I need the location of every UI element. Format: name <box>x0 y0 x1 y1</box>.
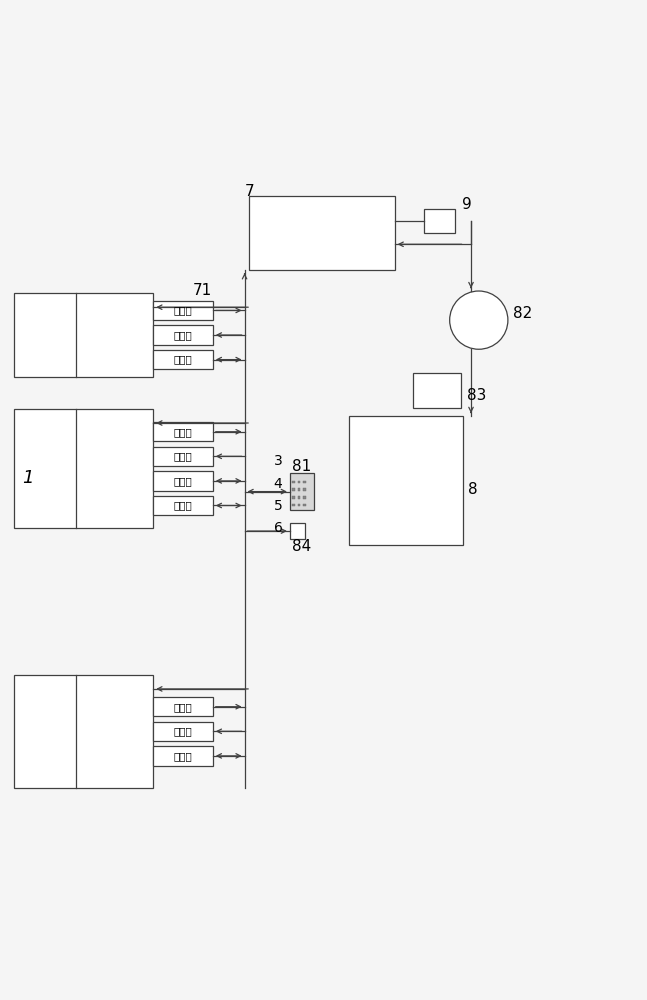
Bar <box>153 447 213 466</box>
Bar <box>14 675 153 788</box>
Text: 7: 7 <box>245 184 254 199</box>
Text: 上升键: 上升键 <box>174 751 192 761</box>
Bar <box>424 209 455 233</box>
Bar <box>153 301 213 320</box>
Bar <box>153 350 213 369</box>
Bar <box>349 416 463 545</box>
Bar <box>413 373 461 408</box>
Text: 显示屏: 显示屏 <box>174 726 192 736</box>
Text: 9: 9 <box>462 197 472 212</box>
Bar <box>14 409 153 528</box>
Text: 71: 71 <box>193 283 212 298</box>
Text: 传感器: 传感器 <box>174 427 192 437</box>
Bar <box>303 496 306 499</box>
Bar <box>298 488 300 491</box>
Text: 84: 84 <box>292 539 312 554</box>
Bar <box>303 481 306 483</box>
Bar <box>290 523 305 539</box>
Bar <box>249 196 395 270</box>
Bar <box>303 504 306 506</box>
Text: 显示屏: 显示屏 <box>174 451 192 461</box>
Bar <box>292 504 295 506</box>
Bar <box>298 481 300 483</box>
Bar <box>153 697 213 716</box>
Text: 显示屏: 显示屏 <box>174 330 192 340</box>
Bar <box>153 746 213 766</box>
Text: 1: 1 <box>22 469 34 487</box>
Text: 81: 81 <box>292 459 312 474</box>
Bar <box>292 496 295 499</box>
Bar <box>290 473 314 510</box>
Text: 3: 3 <box>274 454 283 468</box>
Text: 82: 82 <box>513 306 532 321</box>
Text: 8: 8 <box>468 482 478 497</box>
Bar <box>298 504 300 506</box>
Bar <box>298 496 300 499</box>
Text: 上升键: 上升键 <box>174 476 192 486</box>
Bar <box>153 722 213 741</box>
Text: 下降键: 下降键 <box>174 355 192 365</box>
Text: 下降键: 下降键 <box>174 500 192 510</box>
Circle shape <box>450 291 508 349</box>
Bar <box>14 293 153 377</box>
Bar <box>153 422 213 441</box>
Bar <box>292 481 295 483</box>
Text: 6: 6 <box>274 521 283 535</box>
Text: 4: 4 <box>274 477 283 491</box>
Bar <box>153 496 213 515</box>
Bar <box>292 488 295 491</box>
Text: 83: 83 <box>467 388 487 403</box>
Text: 传感器: 传感器 <box>174 702 192 712</box>
Bar <box>153 471 213 491</box>
Bar <box>153 325 213 345</box>
Bar <box>303 488 306 491</box>
Text: 传感器: 传感器 <box>174 305 192 315</box>
Text: 5: 5 <box>274 499 283 513</box>
